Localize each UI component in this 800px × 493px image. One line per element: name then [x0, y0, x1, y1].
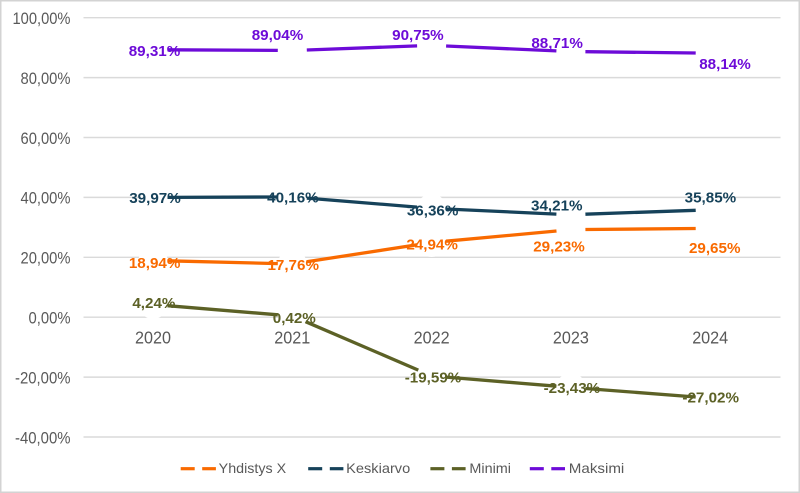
- svg-text:40,00%: 40,00%: [21, 189, 71, 208]
- svg-text:Maksimi: Maksimi: [569, 460, 625, 476]
- svg-text:40,16%: 40,16%: [267, 190, 319, 207]
- svg-text:18,94%: 18,94%: [129, 255, 181, 272]
- svg-text:29,65%: 29,65%: [689, 240, 741, 257]
- svg-text:29,23%: 29,23%: [533, 239, 585, 256]
- svg-text:80,00%: 80,00%: [21, 69, 71, 88]
- svg-text:-20,00%: -20,00%: [15, 368, 71, 387]
- svg-text:89,04%: 89,04%: [252, 27, 304, 44]
- svg-text:34,21%: 34,21%: [531, 198, 583, 215]
- svg-text:20,00%: 20,00%: [21, 249, 71, 268]
- svg-text:-40,00%: -40,00%: [15, 428, 71, 447]
- svg-text:36,36%: 36,36%: [407, 203, 459, 220]
- svg-text:-19,59%: -19,59%: [405, 370, 462, 387]
- svg-text:88,71%: 88,71%: [531, 35, 583, 52]
- svg-text:2024: 2024: [692, 328, 728, 348]
- svg-text:Keskiarvo: Keskiarvo: [346, 460, 410, 476]
- svg-text:100,00%: 100,00%: [13, 9, 71, 28]
- svg-text:-27,02%: -27,02%: [682, 390, 739, 407]
- svg-text:-23,43%: -23,43%: [544, 380, 601, 397]
- svg-text:2022: 2022: [414, 328, 450, 348]
- svg-text:39,97%: 39,97%: [129, 190, 181, 207]
- svg-text:Minimi: Minimi: [469, 460, 511, 476]
- svg-text:2021: 2021: [274, 328, 310, 348]
- svg-text:4,24%: 4,24%: [132, 295, 176, 312]
- svg-text:60,00%: 60,00%: [21, 129, 71, 148]
- svg-text:2020: 2020: [135, 328, 171, 348]
- svg-text:Yhdistys X: Yhdistys X: [219, 460, 287, 476]
- svg-text:2023: 2023: [553, 328, 589, 348]
- svg-text:90,75%: 90,75%: [392, 27, 444, 44]
- svg-text:88,14%: 88,14%: [699, 56, 751, 73]
- svg-text:35,85%: 35,85%: [685, 190, 737, 207]
- svg-text:0,00%: 0,00%: [29, 309, 71, 328]
- svg-text:89,31%: 89,31%: [129, 43, 181, 60]
- svg-text:24,94%: 24,94%: [406, 237, 458, 254]
- svg-text:17,76%: 17,76%: [267, 257, 319, 274]
